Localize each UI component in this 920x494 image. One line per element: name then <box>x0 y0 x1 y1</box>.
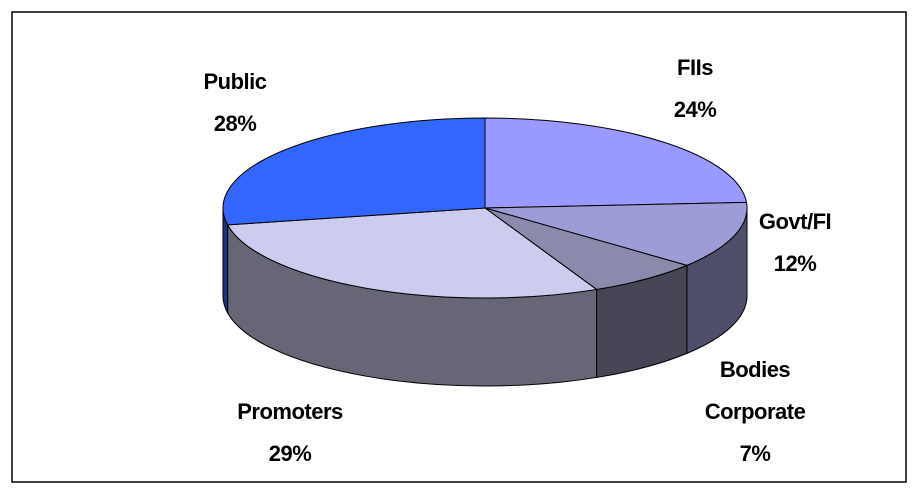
category-label: Public <box>203 69 267 94</box>
category-label: Bodies Corporate <box>704 357 806 424</box>
pie-slice <box>222 117 486 226</box>
data-label: Promoters 29% <box>210 391 370 475</box>
pie-slice <box>226 207 598 299</box>
pie-slice <box>484 207 689 290</box>
value-label: 28% <box>213 111 257 136</box>
value-label: 7% <box>739 441 771 466</box>
data-label: FIIs 24% <box>645 47 745 131</box>
value-label: 12% <box>773 251 817 276</box>
category-label: Promoters <box>237 399 343 424</box>
pie-slice <box>484 201 748 266</box>
category-label: Govt/FI <box>758 209 832 234</box>
value-label: 24% <box>673 97 717 122</box>
category-label: FIIs <box>677 55 713 80</box>
pie-slice <box>484 117 748 209</box>
data-label: Govt/FI 12% <box>740 201 850 285</box>
value-label: 29% <box>268 441 312 466</box>
data-label: Bodies Corporate 7% <box>690 349 820 475</box>
data-label: Public 28% <box>180 61 290 145</box>
